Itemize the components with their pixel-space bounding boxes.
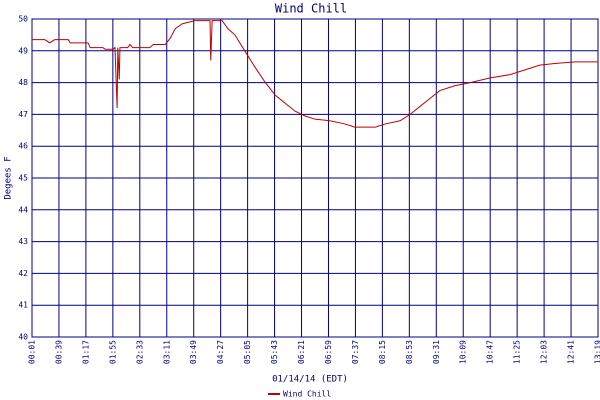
y-tick-label: 42	[18, 269, 28, 278]
y-tick-label: 41	[18, 301, 28, 310]
x-tick-label: 02:33	[135, 340, 144, 364]
x-tick-label: 08:15	[378, 340, 387, 364]
x-tick-label: 03:49	[189, 340, 198, 364]
x-tick-label: 03:11	[162, 340, 171, 364]
x-tick-label: 13:19	[594, 340, 600, 364]
x-axis-label: 01/14/14 (EDT)	[272, 375, 348, 385]
y-tick-label: 44	[18, 205, 28, 214]
x-tick-label: 12:41	[567, 340, 576, 364]
x-tick-label: 05:05	[243, 340, 252, 364]
x-tick-label: 05:43	[270, 340, 279, 364]
x-tick-label: 07:37	[351, 340, 360, 364]
y-tick-label: 46	[18, 142, 28, 151]
x-tick-label: 12:03	[540, 340, 549, 364]
y-tick-label: 40	[18, 333, 28, 342]
x-tick-label: 11:25	[513, 340, 522, 364]
x-tick-label: 06:59	[324, 340, 333, 364]
x-tick-label: 01:17	[81, 340, 90, 364]
x-tick-label: 00:39	[54, 340, 63, 364]
y-tick-label: 50	[18, 15, 28, 24]
x-tick-label: 10:09	[459, 340, 468, 364]
x-tick-label: 08:53	[405, 340, 414, 364]
data-line	[32, 20, 598, 128]
legend-label: Wind Chill	[283, 390, 331, 399]
x-tick-label: 04:27	[216, 340, 225, 364]
y-tick-label: 48	[18, 78, 28, 87]
x-tick-label: 01:55	[108, 340, 117, 364]
y-tick-label: 47	[18, 110, 28, 119]
y-axis-label: Degees F	[4, 156, 14, 199]
y-tick-label: 49	[18, 46, 28, 55]
y-tick-label: 43	[18, 237, 28, 246]
y-tick-label: 45	[18, 174, 28, 183]
x-tick-label: 10:47	[486, 340, 495, 364]
chart-title: Wind Chill	[275, 2, 347, 16]
x-tick-label: 06:21	[297, 340, 306, 364]
x-tick-label: 00:01	[28, 340, 37, 364]
x-tick-label: 09:31	[432, 340, 441, 364]
